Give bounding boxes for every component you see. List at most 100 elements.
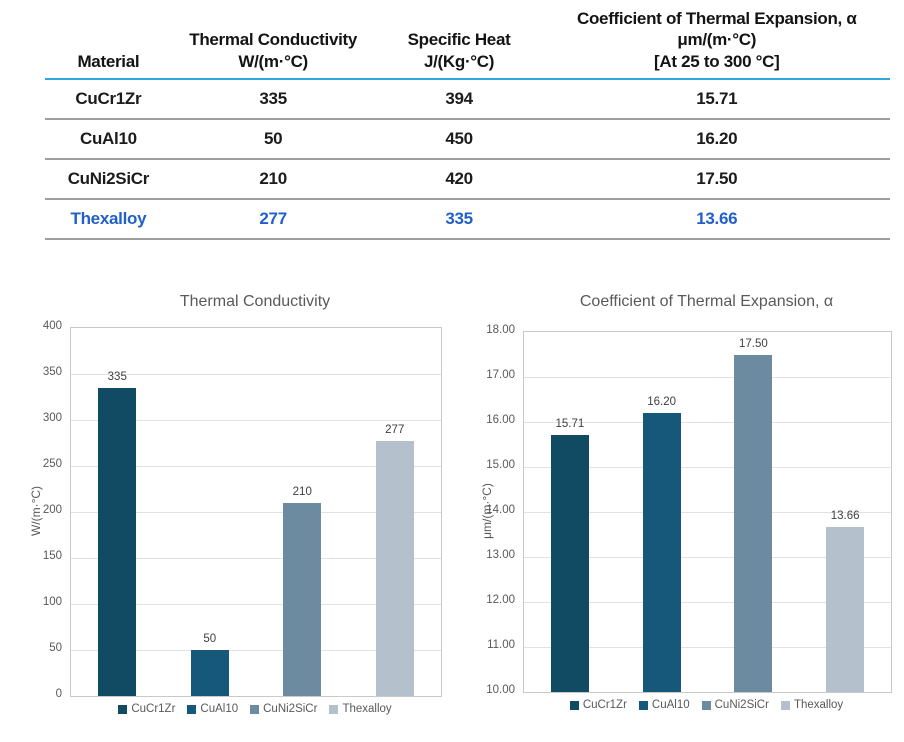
value-cell: 210 (259, 168, 287, 188)
value-cell: 17.50 (696, 168, 738, 188)
gridline (71, 558, 441, 559)
header-line: μm/(m·°C) (677, 30, 757, 50)
bar-CuAl10 (190, 650, 229, 696)
bar-value-label: 17.50 (738, 337, 768, 350)
table-row-CuAl10: CuAl10 50 450 16.20 (45, 120, 890, 160)
gridline (524, 467, 891, 468)
gridline (524, 377, 891, 378)
legend-item-Thexalloy: Thexalloy (329, 703, 392, 715)
chart-title: Thermal Conductivity (179, 293, 331, 310)
y-tick-label: 100 (42, 596, 62, 608)
header-line: Material (77, 51, 140, 71)
gridline (524, 602, 891, 603)
value-cell: 16.20 (696, 128, 738, 148)
gridline (524, 557, 891, 558)
table-body: CuCr1Zr 335 394 15.71 CuAl10 50 450 16.20 CuNi2S… (45, 80, 890, 240)
y-tick-label: 11.00 (487, 639, 515, 651)
material-cell: CuAl10 (79, 128, 137, 148)
y-tick-label: 15.00 (486, 459, 515, 471)
column-header-cte: Coefficient of Thermal Expansion, α μm/(m… (544, 8, 890, 72)
bar-CuNi2SiCr (734, 354, 773, 692)
value-cell: 277 (259, 208, 287, 228)
legend-item-CuAl10: CuAl10 (187, 703, 238, 715)
legend-label: CuNi2SiCr (263, 703, 318, 715)
gridline (71, 650, 441, 651)
legend-item-Thexalloy: Thexalloy (780, 699, 844, 711)
table-header-row: Material Thermal Conductivity W/(m·°C) Spec… (45, 8, 890, 80)
chart-title: Coefficient of Thermal Expansion, α (579, 293, 834, 310)
bar-value-label: 210 (292, 485, 312, 498)
bar-value-label: 335 (107, 370, 127, 383)
y-tick-label: 10.00 (486, 684, 515, 696)
legend-label: Thexalloy (342, 703, 392, 715)
legend-label: CuCr1Zr (582, 699, 627, 711)
value-cell: 450 (445, 128, 473, 148)
column-header-material: Material (45, 51, 172, 72)
bar-Thexalloy (826, 527, 865, 692)
gridline (71, 512, 441, 513)
gridline (71, 420, 441, 421)
value-cell: 15.71 (696, 88, 738, 108)
y-tick-label: 12.00 (486, 594, 515, 606)
table-row-Thexalloy: Thexalloy 277 335 13.66 (45, 200, 890, 240)
legend-swatch-icon (701, 700, 711, 710)
value-cell: 13.66 (696, 208, 738, 228)
legend-item-CuAl10: CuAl10 (638, 699, 690, 711)
legend-label: CuAl10 (651, 699, 690, 711)
value-cell: 335 (259, 88, 287, 108)
y-tick-label: 300 (42, 412, 62, 424)
bar-value-label: 13.66 (830, 510, 860, 523)
materials-table: Material Thermal Conductivity W/(m·°C) Spec… (45, 8, 890, 240)
y-tick-label: 200 (42, 504, 62, 516)
material-cell: CuCr1Zr (75, 88, 142, 108)
y-tick-label: 0 (55, 688, 62, 700)
plot-area: 15.71 16.20 17.50 13.66 (523, 331, 892, 693)
legend-swatch-icon (638, 700, 648, 710)
thermal-conductivity-chart: Thermal Conductivity W/(m·°C) 335 50 210 27… (20, 285, 460, 735)
legend-label: CuNi2SiCr (714, 699, 769, 711)
bar-Thexalloy (375, 441, 414, 696)
table-row-CuNi2SiCr: CuNi2SiCr 210 420 17.50 (45, 160, 890, 200)
y-tick-label: 16.00 (486, 414, 515, 426)
bar-value-label: 16.20 (647, 396, 677, 408)
legend-swatch-icon (118, 704, 128, 714)
y-tick-label: 18.00 (486, 324, 515, 336)
bar-value-label: 50 (203, 633, 217, 645)
legend-swatch-icon (569, 700, 579, 710)
legend-swatch-icon (780, 700, 790, 710)
legend-item-CuCr1Zr: CuCr1Zr (569, 699, 627, 711)
material-cell: Thexalloy (70, 208, 147, 228)
y-tick-label: 17.00 (486, 369, 515, 381)
bar-CuAl10 (642, 413, 681, 692)
legend-item-CuCr1Zr: CuCr1Zr (118, 703, 175, 715)
gridline (71, 374, 441, 375)
value-cell: 420 (445, 168, 473, 188)
column-header-thermal-conductivity: Thermal Conductivity W/(m·°C) (172, 29, 375, 72)
chart-legend: CuCr1Zr CuAl10 CuNi2SiCr Thexalloy (523, 699, 890, 711)
gridline (71, 466, 441, 467)
bar-CuCr1Zr (550, 435, 589, 692)
y-tick-label: 14.00 (486, 504, 515, 516)
column-header-specific-heat: Specific Heat J/(Kg·°C) (375, 29, 544, 72)
gridline (524, 512, 891, 513)
y-tick-label: 250 (42, 458, 62, 470)
material-cell: CuNi2SiCr (67, 168, 150, 188)
gridline (524, 422, 891, 423)
chart-legend: CuCr1Zr CuAl10 CuNi2SiCr Thexalloy (70, 703, 440, 715)
y-tick-label: 350 (42, 366, 62, 378)
legend-label: Thexalloy (793, 699, 844, 711)
legend-label: CuCr1Zr (131, 703, 176, 715)
thermal-expansion-chart: Coefficient of Thermal Expansion, α μm/(… (475, 285, 900, 735)
value-cell: 50 (263, 128, 283, 148)
legend-swatch-icon (329, 704, 339, 714)
bar-value-label: 15.71 (555, 418, 585, 431)
legend-item-CuNi2SiCr: CuNi2SiCr (701, 699, 769, 711)
bar-value-label: 277 (385, 424, 405, 437)
y-tick-label: 400 (42, 320, 62, 332)
gridline (524, 647, 891, 648)
table-row-CuCr1Zr: CuCr1Zr 335 394 15.71 (45, 80, 890, 120)
gridline (71, 604, 441, 605)
header-line: [At 25 to 300 °C] (654, 51, 780, 71)
header-line: Specific Heat (407, 30, 511, 50)
header-line: J/(Kg·°C) (423, 51, 495, 71)
